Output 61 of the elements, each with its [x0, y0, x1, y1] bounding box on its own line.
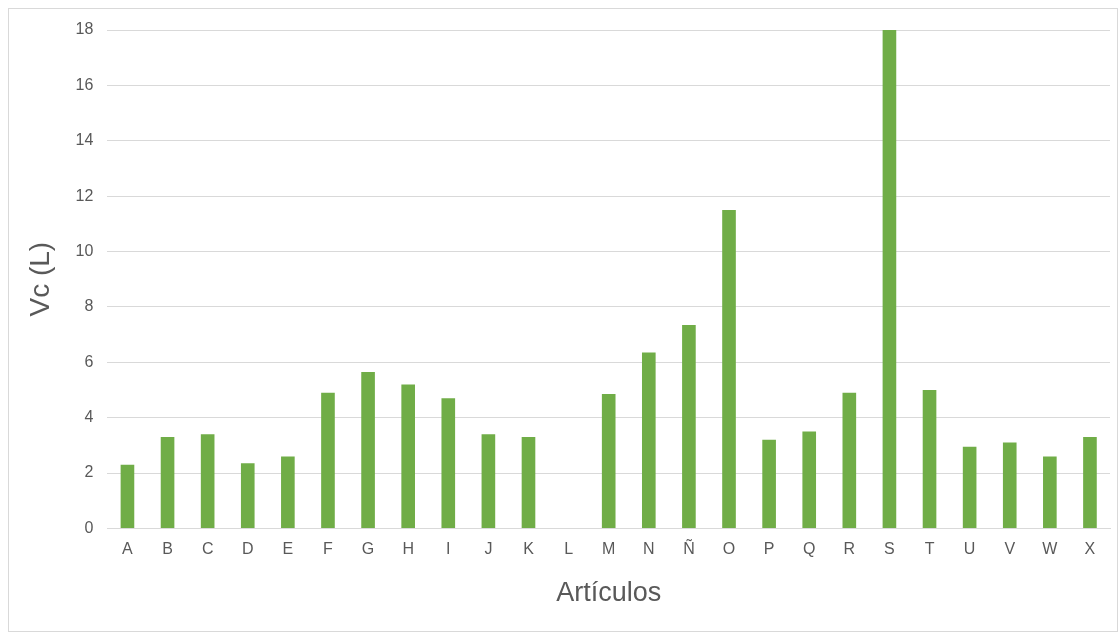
bar — [882, 30, 897, 528]
bar — [441, 398, 456, 528]
bar — [641, 352, 656, 528]
x-tick-label: Ñ — [683, 538, 695, 558]
x-tick-label: Q — [802, 540, 816, 558]
bar — [1043, 456, 1057, 528]
bar — [682, 324, 696, 528]
y-tick-label: 18 — [75, 20, 94, 38]
x-tick-label: D — [241, 540, 254, 558]
bar — [361, 371, 375, 528]
x-tick-label: I — [446, 540, 451, 558]
bar — [281, 456, 295, 528]
bar — [922, 389, 937, 528]
bar — [802, 431, 817, 528]
y-tick-label: 0 — [84, 518, 94, 536]
y-tick-label: 10 — [75, 241, 94, 259]
x-tick-label: F — [323, 540, 334, 558]
x-tick-label: W — [1042, 540, 1059, 558]
y-tick-label: 2 — [84, 463, 94, 481]
x-tick-label: H — [402, 540, 414, 558]
bar — [1083, 437, 1097, 528]
bar — [842, 392, 857, 528]
x-tick-label: C — [201, 540, 214, 558]
x-tick-label: R — [843, 540, 856, 558]
bar — [120, 464, 135, 528]
bar — [722, 209, 736, 528]
x-tick-label: T — [924, 540, 935, 558]
y-tick-label: 8 — [84, 297, 94, 315]
x-tick-label: M — [602, 540, 616, 558]
bar — [321, 392, 335, 528]
x-tick-label: E — [282, 540, 294, 558]
y-tick-label: 4 — [84, 408, 94, 426]
y-tick-label: 14 — [75, 131, 94, 149]
bar — [1002, 442, 1017, 528]
bar — [481, 434, 496, 528]
x-tick-label: P — [763, 540, 775, 558]
bar — [762, 439, 776, 528]
x-tick-label: U — [963, 540, 976, 558]
y-tick-label: 12 — [75, 186, 94, 204]
x-tick-label: X — [1084, 540, 1096, 558]
x-tick-label: N — [643, 540, 655, 558]
x-tick-label: S — [884, 540, 895, 558]
bar — [401, 384, 415, 528]
x-axis-title: Artículos — [556, 577, 662, 608]
bar — [962, 446, 977, 528]
x-tick-label: L — [564, 540, 574, 558]
x-tick-label: K — [523, 540, 535, 558]
bar — [160, 437, 175, 528]
x-tick-label: B — [162, 540, 173, 558]
y-tick-label: 6 — [84, 352, 94, 370]
x-tick-label: V — [1004, 540, 1016, 558]
bar — [601, 394, 616, 528]
x-tick-label: O — [722, 540, 736, 558]
bar — [521, 437, 536, 528]
x-tick-label: J — [484, 540, 493, 558]
x-tick-label: G — [361, 540, 375, 558]
x-tick-label: A — [122, 540, 134, 558]
y-tick-label: 16 — [75, 75, 94, 93]
bar — [200, 434, 215, 528]
y-axis-title: Vc (L) — [23, 241, 55, 317]
bar — [240, 463, 255, 528]
